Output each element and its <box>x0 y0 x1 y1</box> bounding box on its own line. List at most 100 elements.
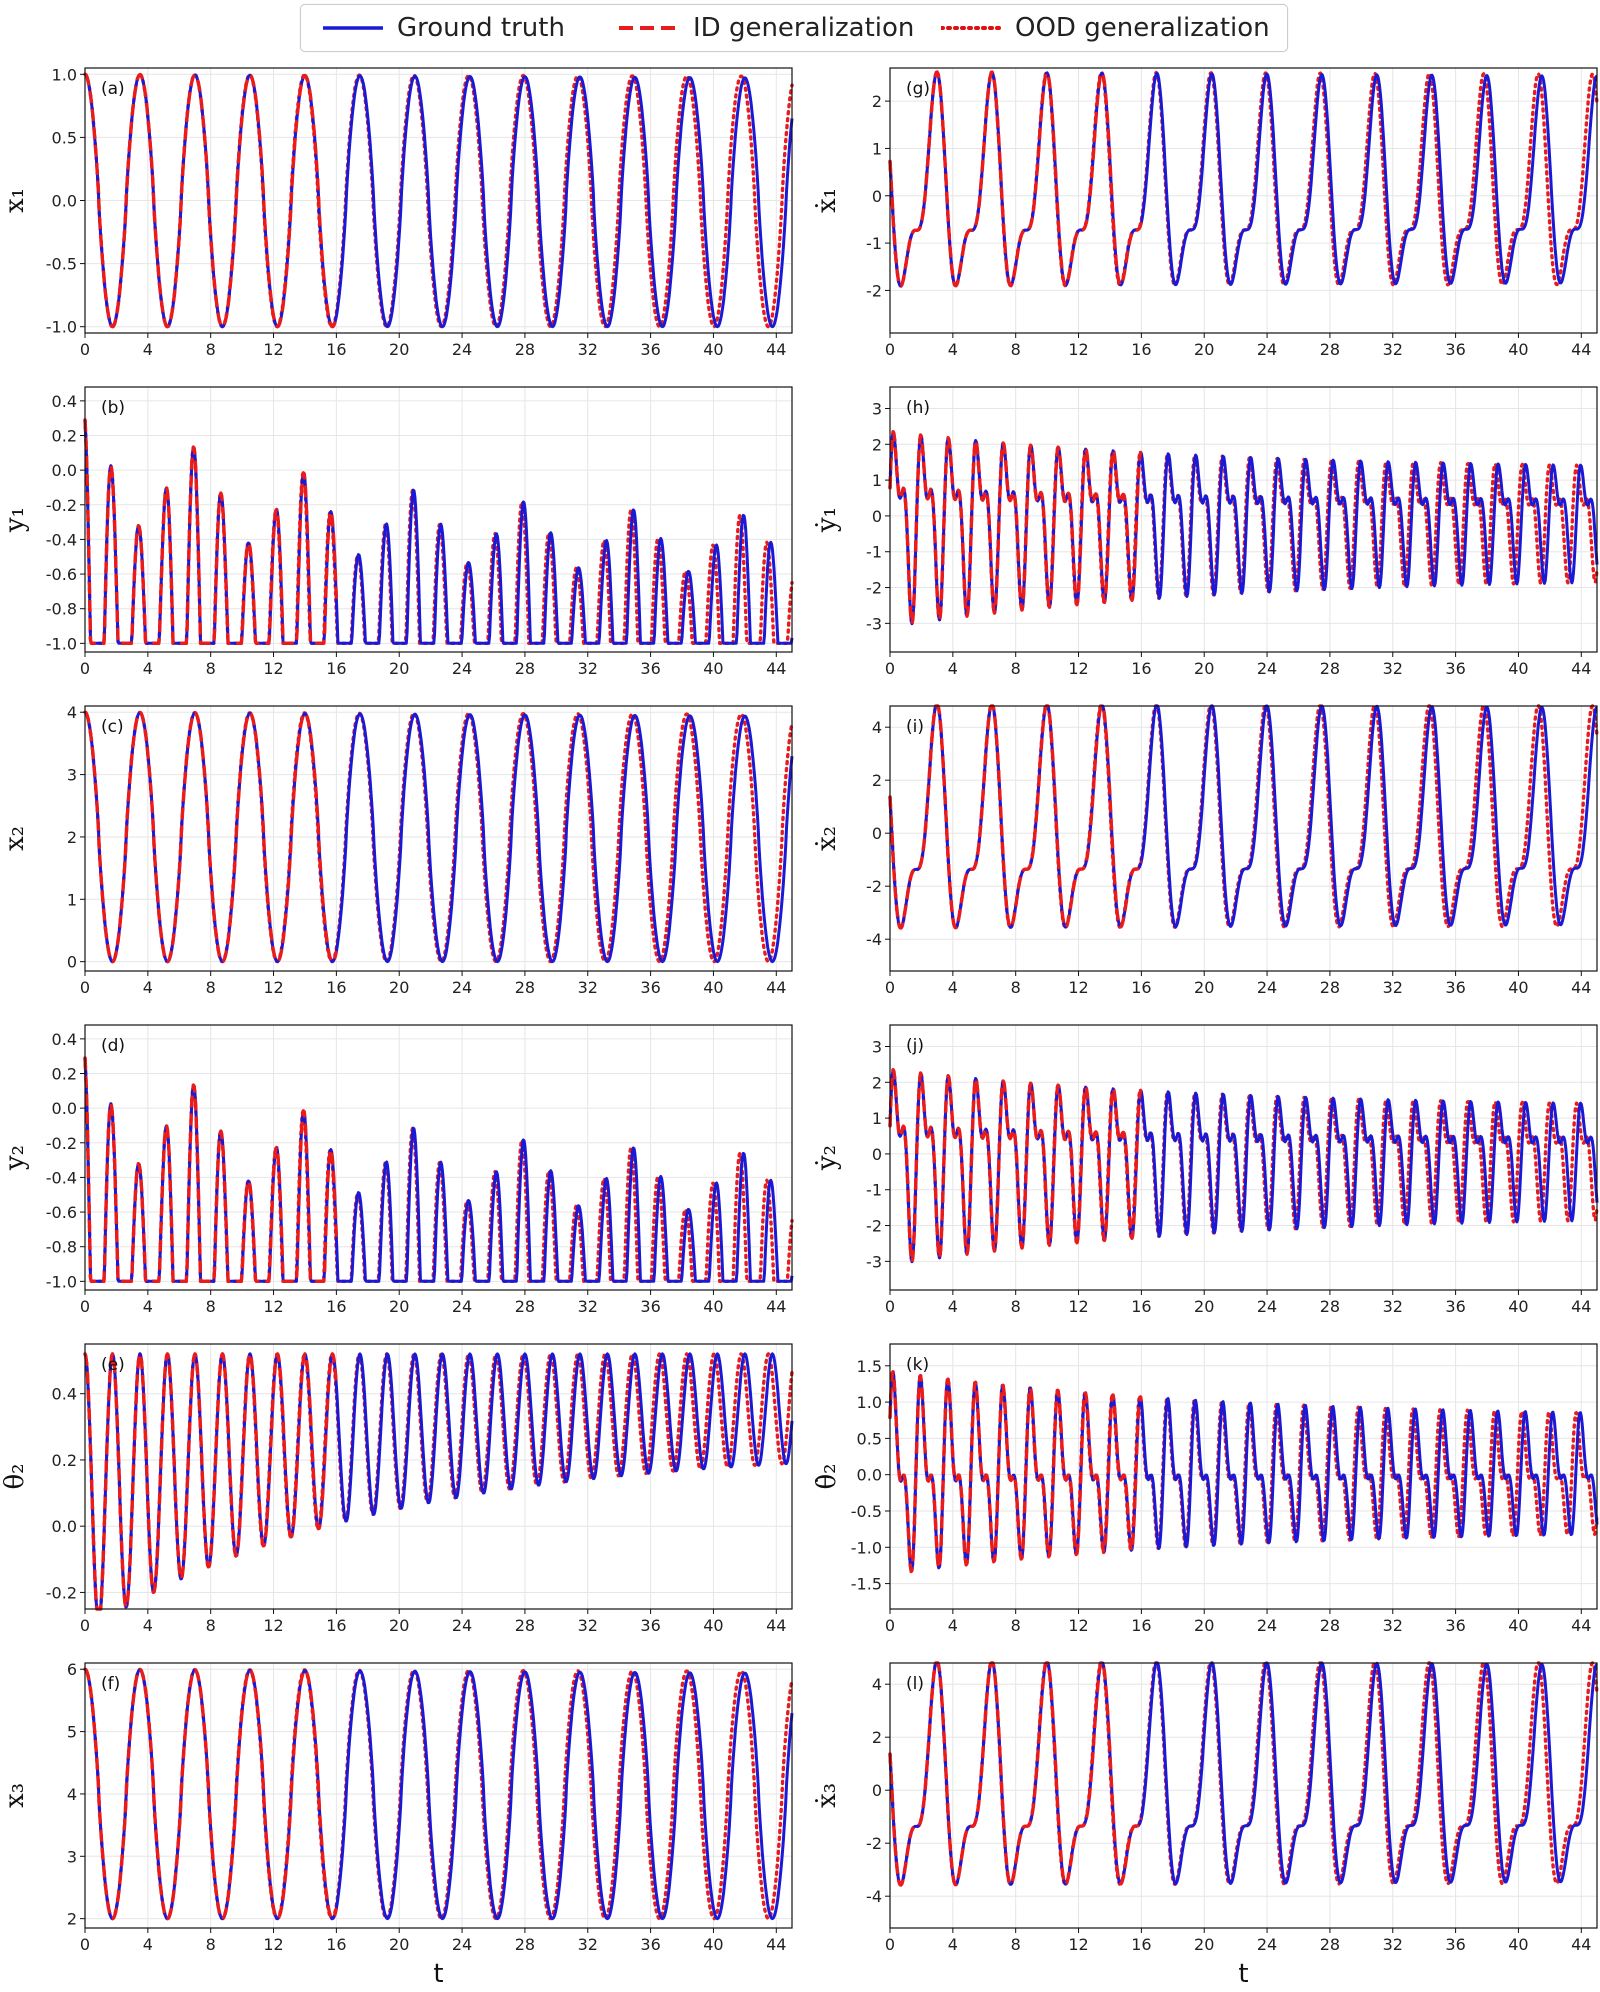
y-axis-label: θ̇₂ <box>812 1463 842 1489</box>
x-tick-label: 12 <box>263 1616 283 1635</box>
axes-frame <box>889 1024 1598 1291</box>
y-tick-label: -3 <box>866 614 882 633</box>
y-tick-label: 0.2 <box>52 1451 77 1470</box>
legend: Ground truth ID generalization OOD gener… <box>300 4 1288 52</box>
y-tick-label: 2 <box>872 1728 882 1747</box>
y-tick-label: 4 <box>67 1785 77 1804</box>
y-tick-label: -2 <box>866 579 882 598</box>
x-tick-label: 4 <box>948 659 958 678</box>
x-tick-label: 40 <box>1508 340 1528 359</box>
y-tick-label: -0.5 <box>851 1502 882 1521</box>
x-tick-label: 8 <box>1011 1935 1021 1954</box>
y-tick-label: 3 <box>67 1847 77 1866</box>
x-tick-label: 12 <box>263 659 283 678</box>
panel-label: (c) <box>101 717 124 737</box>
x-tick-label: 40 <box>1508 659 1528 678</box>
legend-label: Ground truth <box>397 13 565 43</box>
x-tick-label: 8 <box>206 978 216 997</box>
y-tick-label: -0.8 <box>46 1238 77 1257</box>
series-id-generalization <box>83 419 339 645</box>
x-tick-label: 16 <box>326 1616 346 1635</box>
series-id-generalization <box>888 704 1144 930</box>
y-axis-label: ẏ₂ <box>812 1145 842 1171</box>
x-tick-label: 32 <box>1383 659 1403 678</box>
y-tick-label: 0 <box>872 187 882 206</box>
series-id-generalization <box>888 1068 1143 1264</box>
series-id-generalization <box>888 430 1143 626</box>
x-tick-label: 36 <box>1445 1616 1465 1635</box>
y-tick-label: -4 <box>866 930 882 949</box>
y-axis-label: ẏ₁ <box>812 507 842 533</box>
x-tick-label: 20 <box>1194 1616 1214 1635</box>
x-tick-label: 20 <box>389 1297 409 1316</box>
x-tick-label: 40 <box>1508 978 1528 997</box>
x-tick-label: 32 <box>578 1935 598 1954</box>
x-tick-label: 28 <box>1320 1616 1340 1635</box>
x-tick-label: 4 <box>143 1935 153 1954</box>
x-tick-label: 28 <box>1320 1297 1340 1316</box>
x-tick-label: 24 <box>1257 1616 1277 1635</box>
y-tick-label: 0.0 <box>857 1466 882 1485</box>
x-tick-label: 4 <box>948 1297 958 1316</box>
x-tick-label: 16 <box>1131 340 1151 359</box>
x-tick-label: 40 <box>1508 1616 1528 1635</box>
y-tick-label: -1.0 <box>851 1538 882 1557</box>
y-tick-label: 0 <box>872 1781 882 1800</box>
y-tick-label: 4 <box>67 703 77 722</box>
x-tick-label: 0 <box>885 1297 895 1316</box>
y-axis-label: x₃ <box>0 1783 30 1808</box>
x-tick-label: 36 <box>640 340 660 359</box>
x-tick-label: 16 <box>326 1297 346 1316</box>
y-tick-label: 0.5 <box>857 1429 882 1448</box>
x-tick-label: 44 <box>766 659 786 678</box>
y-tick-label: -2 <box>866 281 882 300</box>
y-tick-label: -0.2 <box>46 1134 77 1153</box>
x-tick-label: 44 <box>766 1935 786 1954</box>
y-tick-label: 0.4 <box>52 1030 77 1049</box>
x-tick-label: 40 <box>703 978 723 997</box>
y-axis-label: x₁ <box>0 188 30 213</box>
x-tick-label: 36 <box>1445 659 1465 678</box>
axes-frame <box>84 705 793 972</box>
y-tick-label: 2 <box>67 828 77 847</box>
y-axis-label: ẋ₁ <box>812 188 842 213</box>
y-tick-label: -0.4 <box>46 1168 77 1187</box>
legend-entry-id-generalization: ID generalization <box>619 5 914 51</box>
x-tick-label: 8 <box>206 340 216 359</box>
legend-dashed-line-icon <box>619 26 679 30</box>
y-tick-label: -1 <box>866 543 882 562</box>
x-tick-label: 36 <box>640 1935 660 1954</box>
y-tick-label: 1 <box>872 139 882 158</box>
x-tick-label: 36 <box>640 1297 660 1316</box>
x-tick-label: 12 <box>1068 340 1088 359</box>
x-axis-label: t <box>433 1959 443 1989</box>
axes-frame <box>889 705 1598 972</box>
y-tick-label: 1.0 <box>52 65 77 84</box>
panel-label: (j) <box>906 1036 924 1056</box>
y-tick-label: -0.8 <box>46 600 77 619</box>
x-tick-label: 32 <box>578 1297 598 1316</box>
y-tick-label: -1 <box>866 1181 882 1200</box>
x-tick-label: 44 <box>766 1616 786 1635</box>
x-tick-label: 20 <box>389 340 409 359</box>
y-tick-label: 0.4 <box>52 392 77 411</box>
x-tick-label: 4 <box>143 659 153 678</box>
x-tick-label: 44 <box>766 1297 786 1316</box>
x-tick-label: 20 <box>389 1616 409 1635</box>
y-tick-label: -1.0 <box>46 318 77 337</box>
x-tick-label: 36 <box>1445 978 1465 997</box>
x-tick-label: 44 <box>1571 1297 1591 1316</box>
x-tick-label: 0 <box>80 659 90 678</box>
x-tick-label: 40 <box>1508 1297 1528 1316</box>
x-tick-label: 24 <box>452 1616 472 1635</box>
x-tick-label: 4 <box>143 1616 153 1635</box>
x-tick-label: 4 <box>143 340 153 359</box>
y-tick-label: -2 <box>866 1834 882 1853</box>
y-tick-label: 0.2 <box>52 1064 77 1083</box>
x-tick-label: 0 <box>885 659 895 678</box>
y-tick-label: 0.4 <box>52 1385 77 1404</box>
y-tick-label: 4 <box>872 1675 882 1694</box>
x-tick-label: 0 <box>80 1616 90 1635</box>
x-tick-label: 32 <box>578 1616 598 1635</box>
y-tick-label: -2 <box>866 1217 882 1236</box>
